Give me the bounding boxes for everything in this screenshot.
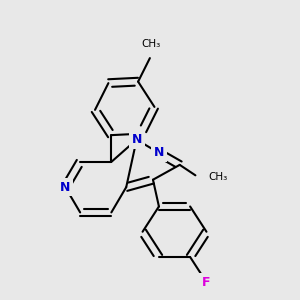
Text: N: N <box>131 133 142 146</box>
Text: CH₃: CH₃ <box>208 172 227 182</box>
Text: F: F <box>202 276 211 289</box>
Text: CH₃: CH₃ <box>142 39 161 49</box>
Text: N: N <box>154 146 164 160</box>
Text: N: N <box>60 181 70 194</box>
